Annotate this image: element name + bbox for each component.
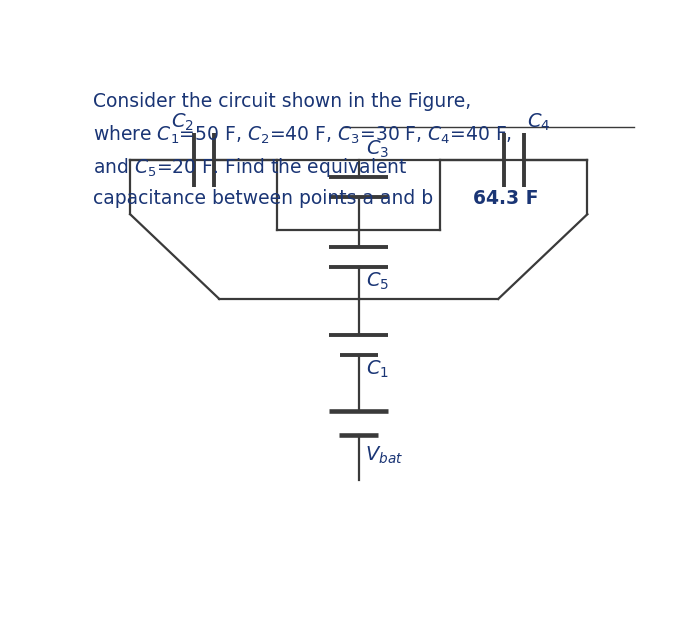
- Text: where $C_1$=50 F, $C_2$=40 F, $C_3$=30 F, $C_4$=40 F,: where $C_1$=50 F, $C_2$=40 F, $C_3$=30 F…: [93, 124, 512, 147]
- Text: and $C_5$=20 F. Find the equivalent: and $C_5$=20 F. Find the equivalent: [93, 156, 407, 179]
- Text: $C_2$: $C_2$: [172, 112, 194, 133]
- Text: $C_5$: $C_5$: [367, 271, 390, 292]
- Text: capacitance between points a and b: capacitance between points a and b: [93, 188, 439, 208]
- Text: $C_4$: $C_4$: [527, 112, 550, 133]
- Text: $C_3$: $C_3$: [367, 139, 390, 160]
- Text: Consider the circuit shown in the Figure,: Consider the circuit shown in the Figure…: [93, 92, 471, 111]
- Text: $C_1$: $C_1$: [367, 359, 389, 380]
- Text: 64.3 F: 64.3 F: [473, 188, 538, 208]
- Text: $V_{bat}$: $V_{bat}$: [365, 444, 403, 466]
